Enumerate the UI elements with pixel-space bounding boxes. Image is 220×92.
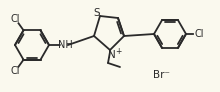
Text: Cl: Cl (194, 29, 204, 39)
Text: NH: NH (58, 40, 72, 50)
Text: S: S (94, 8, 100, 18)
Text: +: + (115, 47, 121, 56)
Text: Cl: Cl (11, 14, 20, 24)
Text: Br⁻: Br⁻ (154, 70, 171, 80)
Text: Cl: Cl (11, 66, 20, 76)
Text: N: N (108, 50, 116, 60)
